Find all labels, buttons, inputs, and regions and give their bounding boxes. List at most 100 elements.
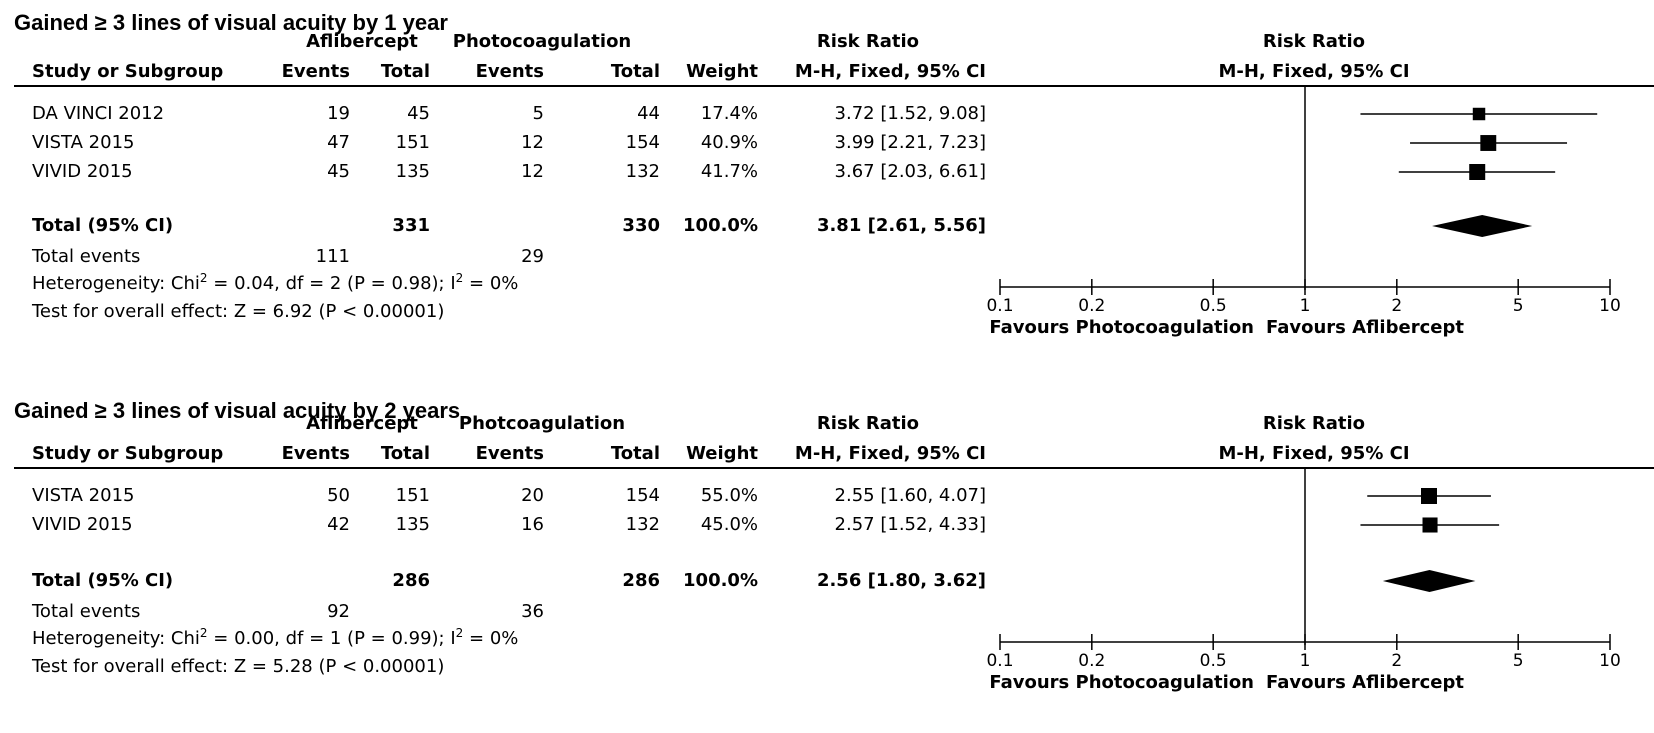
group2-header: Photocoagulation — [452, 31, 632, 52]
total1-cell: 135 — [395, 161, 430, 182]
total-label: Total (95% CI) — [32, 215, 174, 236]
heterogeneity-part: Heterogeneity: Chi — [32, 273, 200, 294]
events2-cell: 5 — [532, 103, 544, 124]
heterogeneity-text: Heterogeneity: Chi2 = 0.04, df = 2 (P = … — [32, 271, 519, 295]
risk-ratio-cell: 2.57 [1.52, 4.33] — [834, 514, 986, 535]
superscript: 2 — [455, 626, 464, 640]
events2-cell: 20 — [521, 485, 544, 506]
rr-table-header: Risk Ratio — [816, 31, 920, 52]
events1-cell: 19 — [327, 103, 350, 124]
risk-ratio-cell: 3.99 [2.21, 7.23] — [834, 132, 986, 153]
total2-sum: 330 — [622, 215, 660, 236]
rr-plot-header: Risk Ratio — [1262, 31, 1366, 52]
total-events2: 36 — [521, 601, 544, 622]
events2-cell: 16 — [521, 514, 544, 535]
weight-cell: 45.0% — [700, 514, 758, 535]
heterogeneity-part: = 0% — [463, 628, 519, 649]
events2-column-header: Events — [475, 443, 544, 464]
x-tick-label: 5 — [1513, 651, 1524, 671]
group2-header: Photcoagulation — [458, 413, 626, 434]
weight-column-header: Weight — [686, 61, 758, 82]
pooled-diamond — [1432, 215, 1533, 237]
events2-column-header: Events — [475, 61, 544, 82]
heterogeneity-part: = 0.04, df = 2 (P = 0.98); I — [207, 273, 456, 294]
group1-header: Aflibercept — [306, 31, 418, 52]
forest-plot-svg: 0.1 0.2 0.5 1 2 5 10 — [14, 467, 1654, 671]
rr-table-subheader: M-H, Fixed, 95% CI — [794, 61, 986, 82]
effect-square — [1420, 488, 1437, 504]
total1-sum: 331 — [392, 215, 430, 236]
study-name: VISTA 2015 — [32, 132, 135, 153]
effect-square — [1472, 107, 1486, 121]
heterogeneity-part: = 0% — [463, 273, 519, 294]
favours-right-label: Favours Aflibercept — [1266, 672, 1464, 693]
x-tick-label: 2 — [1391, 296, 1402, 316]
x-tick-label: 1 — [1300, 651, 1311, 671]
study-name: VIVID 2015 — [32, 161, 133, 182]
x-tick-label: 0.1 — [986, 651, 1013, 671]
effect-square — [1469, 164, 1486, 180]
superscript: 2 — [199, 271, 208, 285]
total1-cell: 151 — [395, 485, 430, 506]
overall-effect-text: Test for overall effect: Z = 5.28 (P < 0… — [32, 656, 445, 677]
weight-cell: 17.4% — [700, 103, 758, 124]
forest-panel: Gained ≥ 3 lines of visual acuity by 2 y… — [0, 388, 1654, 733]
overall-effect-text: Test for overall effect: Z = 6.92 (P < 0… — [32, 301, 445, 322]
events1-column-header: Events — [281, 443, 350, 464]
total2-column-header: Total — [610, 443, 660, 464]
x-tick-label: 0.5 — [1200, 651, 1227, 671]
total-weight: 100.0% — [683, 215, 758, 236]
weight-column-header: Weight — [686, 443, 758, 464]
weight-cell: 41.7% — [700, 161, 758, 182]
total-weight: 100.0% — [683, 570, 758, 591]
favours-right-label: Favours Aflibercept — [1266, 317, 1464, 338]
rr-plot-subheader: M-H, Fixed, 95% CI — [1218, 61, 1410, 82]
total-risk-ratio: 2.56 [1.80, 3.62] — [816, 570, 986, 591]
weight-cell: 55.0% — [700, 485, 758, 506]
total-events1: 111 — [315, 246, 350, 267]
x-tick-label: 2 — [1391, 651, 1402, 671]
x-tick-label: 10 — [1599, 296, 1621, 316]
study-name: DA VINCI 2012 — [32, 103, 165, 124]
favours-left-label: Favours Photocoagulation — [989, 317, 1254, 338]
total2-cell: 44 — [637, 103, 660, 124]
rr-plot-subheader: M-H, Fixed, 95% CI — [1218, 443, 1410, 464]
events1-cell: 50 — [327, 485, 350, 506]
x-tick-label: 0.1 — [986, 296, 1013, 316]
x-tick-label: 0.5 — [1200, 296, 1227, 316]
total2-cell: 154 — [625, 132, 660, 153]
heterogeneity-part: = 0.00, df = 1 (P = 0.99); I — [207, 628, 456, 649]
total-events-label: Total events — [32, 246, 141, 267]
total2-cell: 132 — [625, 514, 660, 535]
rr-plot-header: Risk Ratio — [1262, 413, 1366, 434]
x-tick-label: 10 — [1599, 651, 1621, 671]
effect-square — [1480, 135, 1497, 151]
study-column-header: Study or Subgroup — [32, 443, 224, 464]
total-label: Total (95% CI) — [32, 570, 174, 591]
events1-cell: 42 — [327, 514, 350, 535]
superscript: 2 — [455, 271, 464, 285]
risk-ratio-cell: 2.55 [1.60, 4.07] — [834, 485, 986, 506]
events1-cell: 47 — [327, 132, 350, 153]
heterogeneity-text: Heterogeneity: Chi2 = 0.00, df = 1 (P = … — [32, 626, 519, 650]
study-name: VISTA 2015 — [32, 485, 135, 506]
total-risk-ratio: 3.81 [2.61, 5.56] — [816, 215, 986, 236]
events1-column-header: Events — [281, 61, 350, 82]
rr-table-subheader: M-H, Fixed, 95% CI — [794, 443, 986, 464]
pooled-diamond — [1382, 570, 1476, 592]
superscript: 2 — [199, 626, 208, 640]
total1-cell: 135 — [395, 514, 430, 535]
total2-cell: 132 — [625, 161, 660, 182]
total1-sum: 286 — [392, 570, 430, 591]
effect-square — [1422, 517, 1438, 533]
study-name: VIVID 2015 — [32, 514, 133, 535]
risk-ratio-cell: 3.67 [2.03, 6.61] — [834, 161, 986, 182]
x-tick-label: 1 — [1300, 296, 1311, 316]
events2-cell: 12 — [521, 132, 544, 153]
group1-header: Aflibercept — [306, 413, 418, 434]
panel-title: Gained ≥ 3 lines of visual acuity by 1 y… — [14, 10, 448, 35]
total1-column-header: Total — [380, 443, 430, 464]
x-tick-label: 5 — [1513, 296, 1524, 316]
panel-title: Gained ≥ 3 lines of visual acuity by 2 y… — [14, 398, 461, 423]
total2-cell: 154 — [625, 485, 660, 506]
